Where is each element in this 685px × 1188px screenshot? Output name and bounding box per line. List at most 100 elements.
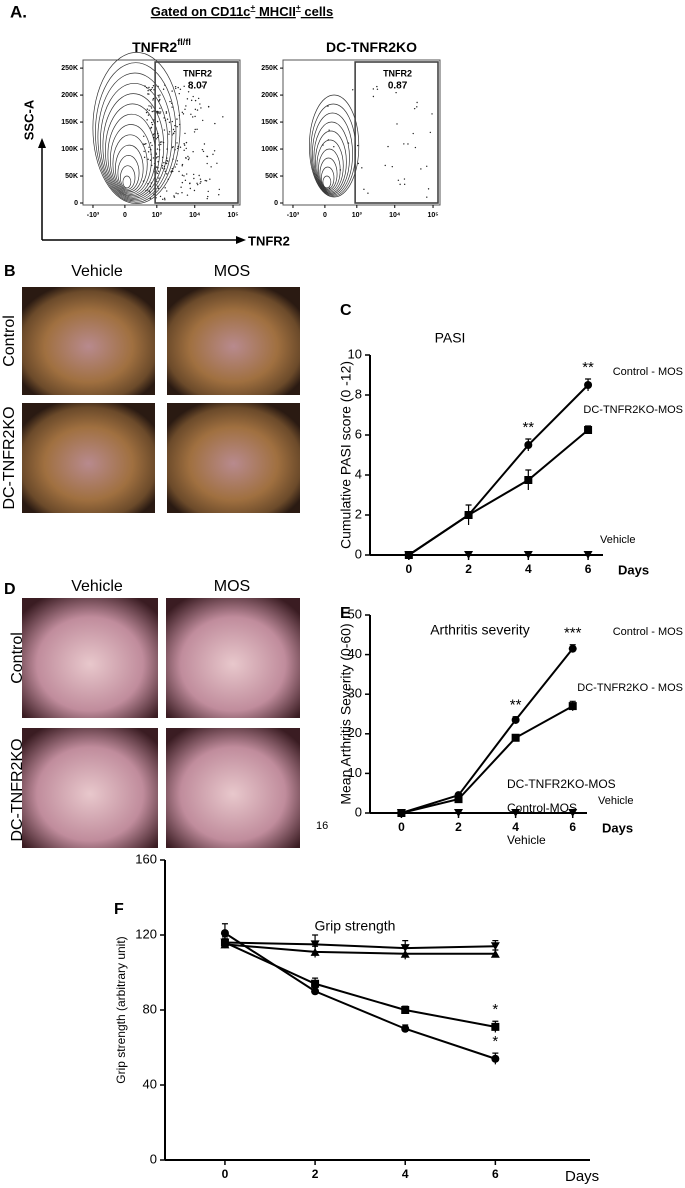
- event-dot: [176, 163, 178, 165]
- event-dot: [367, 192, 369, 194]
- event-dot: [166, 148, 168, 150]
- line-chart: PASI Cumulative PASI score (0 -12) Days 0 2 4…: [338, 330, 683, 578]
- event-dot: [171, 134, 173, 136]
- event-dot: [149, 142, 152, 144]
- event-dot: [412, 132, 414, 135]
- event-dot: [202, 150, 205, 153]
- flow-plot: TNFR2 8.07 0 50K 100K 150K 200K 250K -10³ 0 10³ 10⁴…: [61, 52, 241, 219]
- contour: [319, 157, 338, 191]
- event-dot: [157, 170, 160, 172]
- event-dot: [166, 118, 169, 120]
- event-dot: [181, 163, 184, 166]
- event-dot: [167, 178, 169, 181]
- series-line: [408, 429, 589, 556]
- x-axis-label: Days: [618, 562, 649, 577]
- heading: DC-TNFR2KO: [326, 39, 417, 55]
- event-dot: [158, 177, 160, 179]
- event-dot: [207, 195, 209, 198]
- event-dot: [199, 103, 201, 105]
- event-dot: [177, 145, 179, 148]
- superscript: +: [296, 2, 301, 12]
- y-tick-label: 40: [348, 646, 362, 661]
- event-dot: [153, 119, 155, 121]
- event-dot: [414, 146, 417, 149]
- event-dot: [149, 89, 152, 91]
- panel-label: A.: [10, 2, 27, 21]
- event-dot: [376, 85, 378, 88]
- contour: [122, 175, 132, 189]
- x-tick-label: 10⁵: [227, 212, 238, 219]
- event-dot: [146, 119, 148, 121]
- event-dot: [158, 99, 161, 101]
- event-dot: [156, 166, 158, 168]
- event-dot: [199, 182, 201, 184]
- event-dot: [196, 182, 198, 185]
- event-dot: [192, 150, 194, 153]
- event-dot: [431, 113, 433, 115]
- event-dot: [166, 173, 168, 175]
- event-dot: [147, 89, 149, 92]
- event-dot: [213, 150, 216, 152]
- event-dot: [163, 197, 166, 200]
- heading: Gated on CD11c+ MHCII+ cells: [151, 2, 334, 19]
- event-dot: [163, 129, 166, 131]
- y-tick-label: 0: [74, 200, 78, 207]
- contour: [100, 82, 169, 201]
- event-dot: [153, 193, 155, 195]
- event-dot: [164, 170, 166, 173]
- event-dot: [347, 142, 350, 144]
- event-dot: [190, 113, 192, 115]
- x-tick-label: 10⁴: [389, 212, 401, 219]
- event-dot: [188, 157, 190, 159]
- event-dot: [166, 162, 168, 165]
- y-tick-label: 50K: [265, 173, 278, 180]
- chart-title: PASI: [435, 330, 466, 346]
- marker: [401, 1006, 410, 1014]
- event-dot: [413, 107, 416, 110]
- event-dot: [416, 106, 418, 108]
- event-dot: [206, 155, 208, 157]
- event-dot: [159, 112, 161, 115]
- event-dot: [327, 139, 330, 141]
- row-label: Control: [1, 315, 18, 367]
- photo: [22, 403, 155, 513]
- event-dot: [143, 156, 146, 159]
- event-dot: [176, 125, 178, 128]
- significance: *: [492, 1033, 498, 1050]
- arrow-head: [38, 138, 46, 148]
- event-dot: [150, 153, 152, 156]
- event-dot: [158, 96, 160, 98]
- event-dot: [148, 146, 150, 148]
- x-axis-label: Days: [565, 1168, 599, 1185]
- gate-name: TNFR2: [183, 68, 212, 78]
- event-dot: [143, 150, 145, 153]
- contour: [120, 165, 136, 190]
- event-dot: [197, 97, 200, 100]
- x-tick-label: 0: [405, 562, 412, 576]
- event-dot: [148, 190, 151, 192]
- y-tick-label: 50: [348, 606, 362, 621]
- event-dot: [145, 189, 147, 192]
- event-dot: [187, 158, 190, 161]
- event-dot: [157, 161, 159, 163]
- contour: [115, 144, 144, 193]
- contour: [97, 72, 173, 202]
- plot-frame: [82, 59, 241, 206]
- photo: [167, 403, 300, 513]
- series-line: [408, 384, 589, 556]
- event-dot: [186, 98, 189, 100]
- event-dot: [196, 183, 199, 186]
- event-dot: [357, 144, 359, 147]
- event-dot: [163, 165, 166, 168]
- contour: [321, 166, 335, 190]
- event-dot: [147, 183, 149, 185]
- event-dot: [397, 179, 400, 182]
- event-dot: [185, 141, 188, 144]
- event-dot: [192, 95, 194, 98]
- event-dot: [372, 95, 375, 98]
- marker: [454, 795, 463, 804]
- marker: [396, 809, 406, 817]
- significance: ***: [564, 625, 582, 642]
- event-dot: [169, 100, 171, 103]
